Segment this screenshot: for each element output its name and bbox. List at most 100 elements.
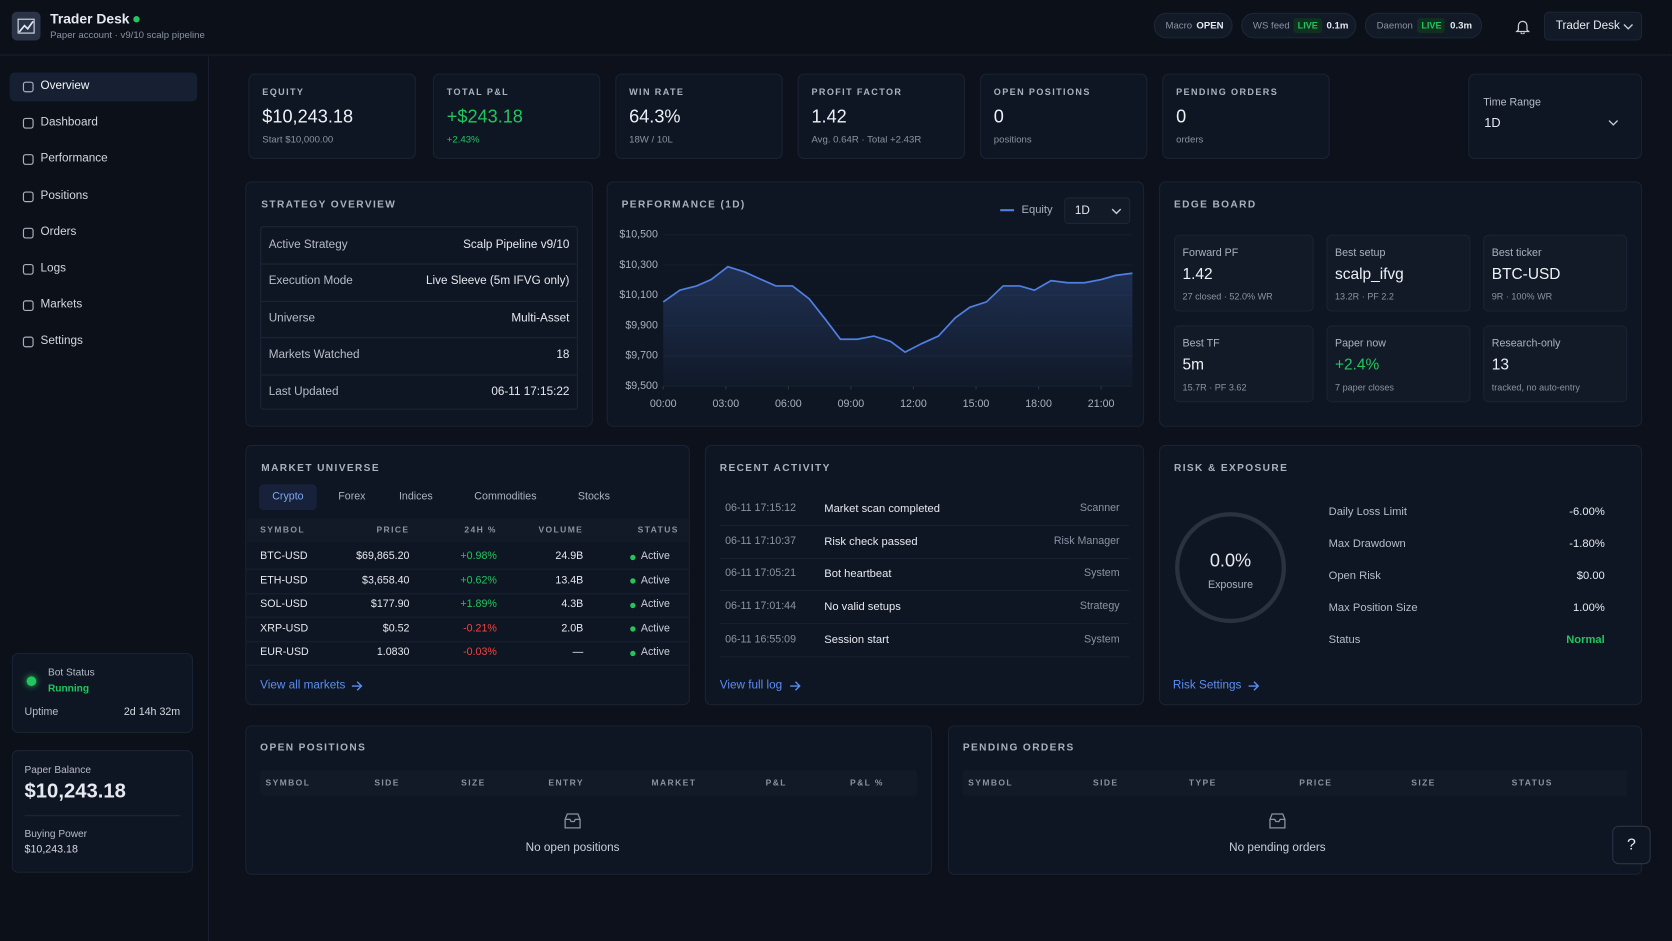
kpi-value: 64.3% (629, 106, 681, 127)
edge-value: 13 (1491, 356, 1509, 374)
nav-item[interactable]: Orders (40, 225, 77, 239)
x-tick-label: 03:00 (712, 398, 739, 410)
column-header: SYMBOL (968, 777, 1014, 788)
bot-status-label: Bot Status (47, 667, 95, 679)
strategy-panel (245, 181, 593, 427)
activity-panel (704, 444, 1145, 706)
link[interactable]: View all markets (260, 678, 346, 692)
panel-title: STRATEGY OVERVIEW (261, 198, 397, 211)
status-dot (630, 578, 636, 584)
range-select[interactable] (1064, 197, 1131, 225)
market-cell: 1.0830 (376, 646, 410, 659)
logo (11, 11, 41, 41)
pill-state: LIVE (1297, 20, 1318, 31)
nav-item[interactable]: Dashboard (40, 115, 98, 129)
strategy-value: Live Sleeve (5m IFVG only) (425, 274, 570, 288)
market-tab[interactable]: Stocks (577, 490, 610, 503)
x-tick-label: 06:00 (775, 398, 802, 410)
kpi-value: 1.42 (811, 106, 847, 127)
y-tick-label: $9,500 (625, 380, 658, 392)
row-divider (246, 665, 689, 667)
pill-value: 0.1m (1326, 19, 1349, 31)
row-divider (261, 263, 577, 265)
table-header (260, 770, 918, 796)
live-badge (1293, 18, 1323, 34)
nav-active (9, 72, 198, 102)
balance-value: $10,243.18 (24, 780, 126, 803)
nav-item[interactable]: Markets (40, 298, 83, 312)
nav-icon (22, 118, 34, 129)
kpi-label: TOTAL P&L (446, 86, 510, 97)
edge-sub: 13.2R · PF 2.2 (1335, 291, 1394, 302)
x-tick-label: 15:00 (963, 398, 990, 410)
range-value[interactable]: 1D (1074, 204, 1090, 218)
arrow-icon (790, 681, 801, 691)
app-title: Trader Desk (50, 10, 130, 27)
column-header: SIZE (461, 777, 486, 788)
empty-message: No pending orders (1229, 841, 1326, 854)
pill-value: 0.3m (1450, 19, 1473, 31)
panel-title: EDGE BOARD (1173, 198, 1257, 211)
edge-sub: tracked, no auto-entry (1491, 381, 1580, 393)
activity-event: Risk check passed (824, 534, 918, 548)
status-dot (133, 16, 140, 23)
market-cell: $69,865.20 (356, 550, 410, 563)
empty-icon (1269, 813, 1286, 829)
time-range-value[interactable]: 1D (1484, 115, 1501, 130)
user-name[interactable]: Trader Desk (1555, 19, 1620, 33)
market-cell: 2.0B (561, 622, 584, 635)
column-header: SIDE (374, 777, 400, 788)
market-cell: — (572, 646, 584, 659)
edge-value: BTC-USD (1491, 265, 1561, 284)
column-header: P&L % (849, 777, 884, 788)
column-header: SIDE (1093, 777, 1119, 788)
pending-orders-panel (947, 725, 1643, 875)
logo-icon (17, 18, 35, 34)
edge-label: Research-only (1491, 338, 1561, 350)
time-range-card (1468, 73, 1643, 159)
risk-value: Normal (1566, 633, 1605, 647)
row-divider (246, 640, 689, 643)
activity-event: Bot heartbeat (824, 567, 892, 581)
kpi-sub: Start $10,000.00 (262, 134, 334, 145)
column-header: SIZE (1411, 777, 1436, 788)
market-tab[interactable]: Commodities (474, 490, 537, 503)
nav-icon (22, 264, 34, 275)
column-header: ENTRY (548, 777, 584, 788)
help-label[interactable]: ? (1626, 835, 1636, 854)
panel-title: RECENT ACTIVITY (719, 462, 831, 475)
nav-item[interactable]: Performance (40, 152, 108, 166)
y-tick-label: $9,700 (625, 350, 658, 362)
status-dot (630, 602, 636, 608)
strategy-table (260, 226, 578, 410)
y-tick-label: $10,300 (619, 259, 658, 271)
market-cell: EUR-USD (260, 646, 309, 659)
activity-event: No valid setups (824, 600, 901, 614)
market-tab[interactable]: Crypto (272, 490, 304, 503)
edge-label: Best TF (1182, 338, 1220, 350)
tab-active (259, 484, 317, 510)
market-cell: XRP-USD (260, 622, 309, 635)
nav-item[interactable]: Logs (40, 261, 66, 275)
nav-item[interactable]: Settings (40, 334, 83, 348)
pill-label: Daemon (1376, 19, 1413, 31)
edge-card (1326, 234, 1471, 312)
column-header: TYPE (1188, 777, 1217, 788)
link[interactable]: Risk Settings (1172, 678, 1242, 692)
nav-icon (22, 191, 34, 202)
legend-label: Equity (1022, 204, 1053, 216)
edge-label: Paper now (1335, 338, 1386, 350)
edge-card (1173, 234, 1314, 312)
market-tab[interactable]: Forex (338, 490, 366, 503)
link[interactable]: View full log (719, 678, 783, 692)
edge-card (1483, 234, 1628, 312)
table-header (246, 518, 689, 542)
market-tab[interactable]: Indices (398, 490, 433, 503)
buying-power-label: Buying Power (24, 828, 88, 840)
nav-item[interactable]: Positions (40, 188, 89, 202)
nav-item[interactable]: Overview (40, 79, 90, 93)
edge-value: +2.4% (1335, 356, 1380, 374)
pill-state: LIVE (1421, 20, 1442, 31)
help-button[interactable] (1612, 825, 1651, 865)
